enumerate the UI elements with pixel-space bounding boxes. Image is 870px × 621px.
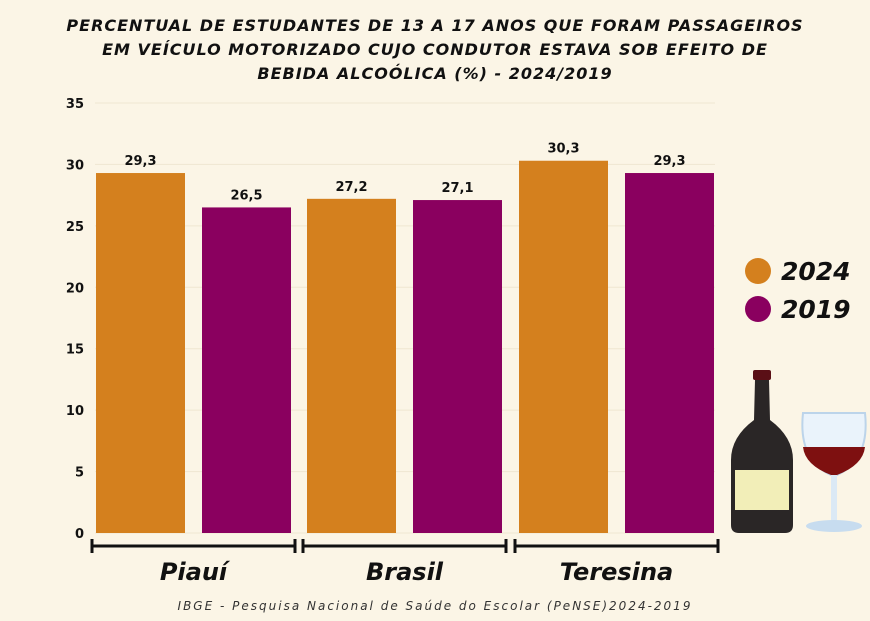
data-label: 29,3 xyxy=(124,154,156,169)
wine-glass-icon xyxy=(801,412,867,532)
legend-label-2019: 2019 xyxy=(781,294,851,324)
x-category-label: Teresina xyxy=(560,558,673,586)
legend-label-2024: 2024 xyxy=(781,256,851,286)
data-label: 29,3 xyxy=(653,154,685,169)
y-tick-label: 25 xyxy=(66,220,84,235)
bar xyxy=(307,198,396,534)
y-tick-label: 20 xyxy=(66,281,84,296)
bar xyxy=(519,160,608,533)
title-line-3: BEBIDA ALCOÓLICA (%) - 2024/2019 xyxy=(257,64,613,83)
legend-swatch-2019 xyxy=(745,296,771,322)
legend-item-2024: 2024 xyxy=(745,252,851,290)
y-tick-label: 5 xyxy=(75,466,84,481)
bar xyxy=(413,200,502,534)
legend-swatch-2024 xyxy=(745,258,771,284)
title-line-2: EM VEÍCULO MOTORIZADO CUJO CONDUTOR ESTA… xyxy=(102,40,768,59)
legend-item-2019: 2019 xyxy=(745,290,851,328)
y-tick-label: 35 xyxy=(66,97,84,112)
x-category-label: Piauí xyxy=(160,558,231,586)
chart-title: PERCENTUAL DE ESTUDANTES DE 13 A 17 ANOS… xyxy=(0,14,870,86)
source-footer: IBGE - Pesquisa Nacional de Saúde do Esc… xyxy=(177,599,693,613)
bar xyxy=(96,173,185,533)
wine-bottle-icon xyxy=(731,370,793,533)
data-label: 26,5 xyxy=(230,188,262,203)
x-category-label: Brasil xyxy=(366,558,444,586)
data-label: 27,1 xyxy=(441,181,473,196)
y-tick-label: 30 xyxy=(66,158,84,173)
data-label: 30,3 xyxy=(547,142,579,157)
bar-chart: 0 5 10 15 20 25 30 35 29,3 26,5 Piauí 27,2 27,1 Brasi… xyxy=(66,97,720,586)
bar xyxy=(202,207,291,533)
y-tick-label: 15 xyxy=(66,343,84,358)
y-tick-label: 10 xyxy=(66,404,84,419)
title-line-1: PERCENTUAL DE ESTUDANTES DE 13 A 17 ANOS… xyxy=(66,16,804,35)
legend: 2024 2019 xyxy=(745,252,851,328)
data-label: 27,2 xyxy=(335,180,367,195)
bar xyxy=(625,173,714,533)
y-tick-label: 0 xyxy=(75,527,84,542)
